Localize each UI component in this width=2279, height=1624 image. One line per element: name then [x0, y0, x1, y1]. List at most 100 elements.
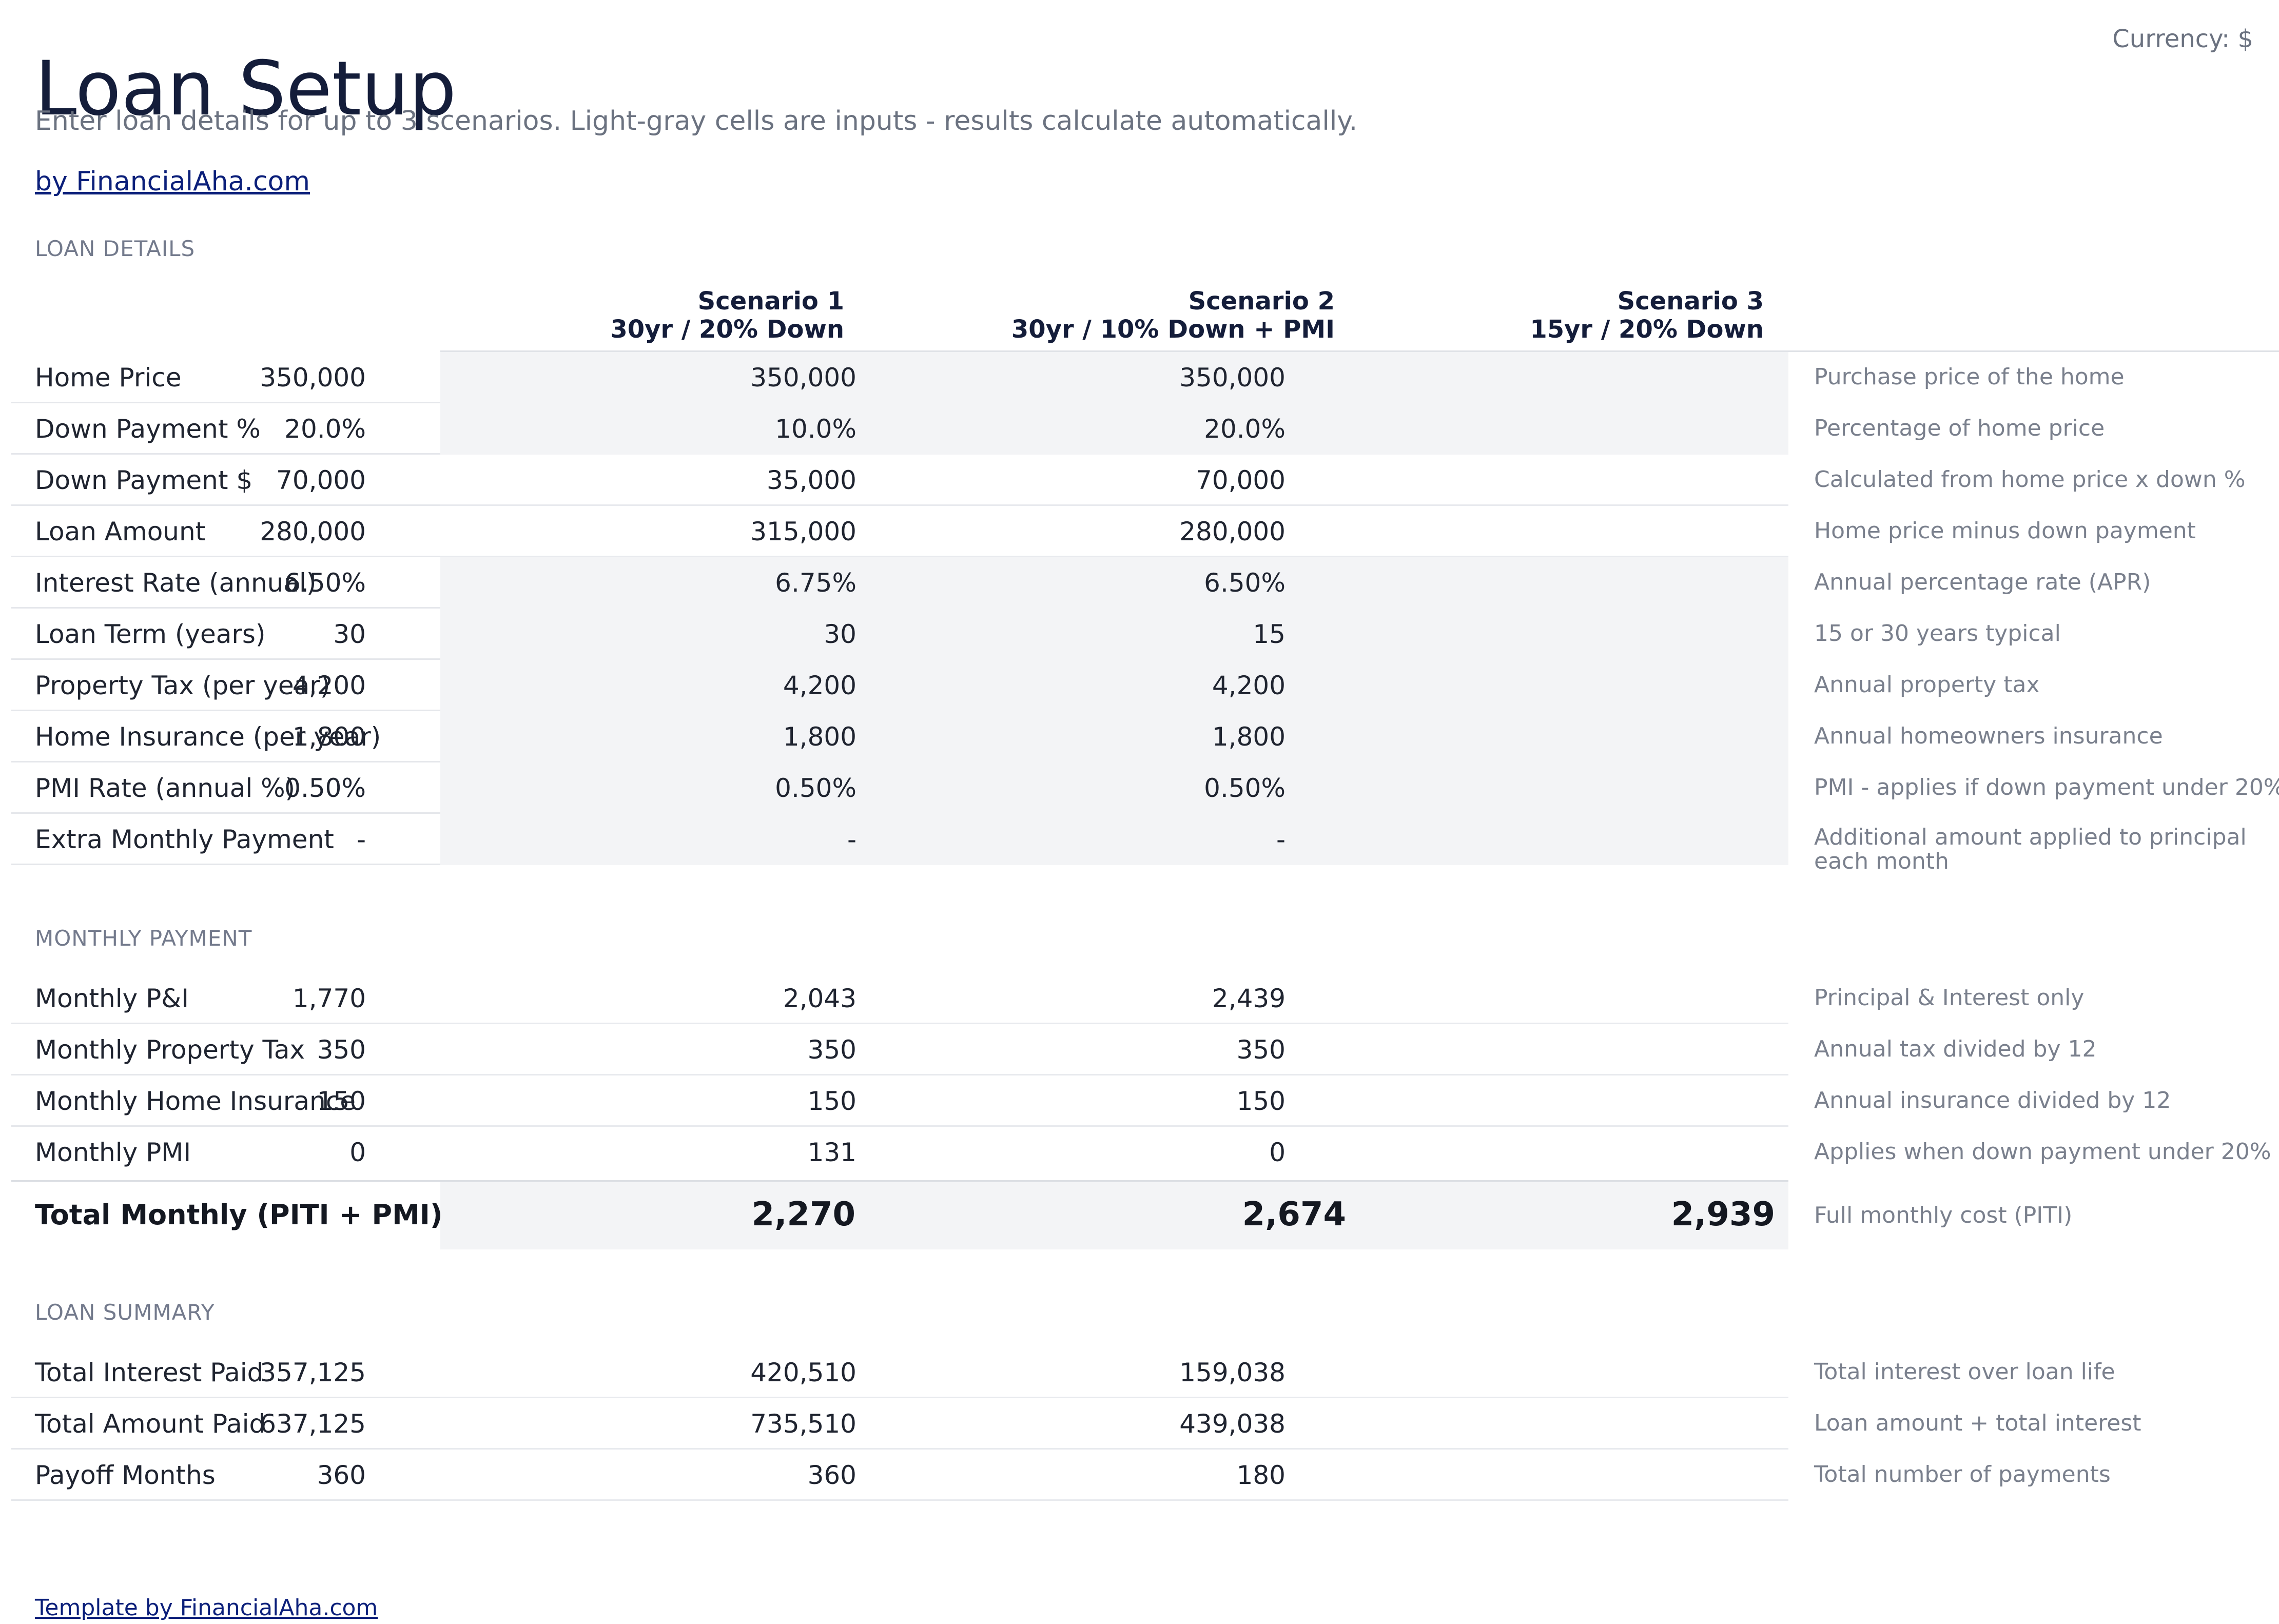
input-cells-bg: [440, 762, 1788, 814]
row-label-cell: [11, 973, 440, 1024]
row-label-cell: [11, 814, 440, 865]
total-interest-scenario-3: 159,038: [1179, 1358, 1285, 1387]
table-row: Total Amount Paid 637,125 735,510 439,03…: [11, 1398, 1788, 1450]
scenario-3-desc: 15yr / 20% Down: [1530, 315, 1764, 344]
total-monthly-label: Total Monthly (PITI + PMI): [35, 1199, 443, 1231]
property-tax-scenario-3-input[interactable]: 4,200: [1212, 671, 1285, 700]
pmi-rate-scenario-3-input[interactable]: 0.50%: [1204, 773, 1285, 803]
row-label-cell: [11, 403, 440, 455]
row-note: PMI - applies if down payment under 20%: [1814, 774, 2279, 800]
row-label-cell: [11, 609, 440, 660]
row-label-cell: [11, 1075, 440, 1127]
down-payment-pct-scenario-2-input[interactable]: 10.0%: [775, 414, 856, 444]
table-row: Down Payment $ 70,000 35,000 70,000: [11, 455, 1788, 506]
page-subtitle: Enter loan details for up to 3 scenarios…: [35, 106, 1358, 136]
currency-indicator: Currency: $: [2112, 25, 2253, 53]
down-payment-pct-scenario-1-input[interactable]: 20.0%: [284, 414, 366, 444]
down-payment-pct-scenario-3-input[interactable]: 20.0%: [1204, 414, 1285, 444]
monthly-pmi-scenario-3: 0: [1269, 1138, 1285, 1167]
table-row: Monthly PMI 0 131 0: [11, 1127, 1788, 1178]
pmi-rate-scenario-1-input[interactable]: 0.50%: [284, 773, 366, 803]
pmi-rate-scenario-2-input[interactable]: 0.50%: [775, 773, 856, 803]
row-note: 15 or 30 years typical: [1814, 620, 2061, 647]
row-divider: [440, 1448, 1788, 1450]
down-payment-amt-scenario-2: 35,000: [767, 465, 856, 495]
row-divider: [440, 1397, 1788, 1398]
table-row: Monthly P&I 1,770 2,043 2,439: [11, 973, 1788, 1024]
header-divider: [440, 350, 2279, 352]
interest-rate-scenario-3-input[interactable]: 6.50%: [1204, 568, 1285, 598]
row-label-cell: [11, 660, 440, 711]
home-price-scenario-2-input[interactable]: 350,000: [750, 363, 856, 393]
row-note: Annual insurance divided by 12: [1814, 1087, 2171, 1113]
payoff-months-scenario-1: 360: [317, 1460, 366, 1490]
table-row: Extra Monthly Payment - - -: [11, 814, 1788, 865]
row-note: Total number of payments: [1814, 1461, 2111, 1488]
total-paid-scenario-1: 637,125: [260, 1409, 366, 1439]
monthly-pmi-scenario-2: 131: [807, 1138, 856, 1167]
row-note: Total interest over loan life: [1814, 1359, 2115, 1385]
row-label: Monthly PMI: [35, 1138, 191, 1167]
table-row: Monthly Property Tax 350 350 350: [11, 1024, 1788, 1075]
property-tax-scenario-2-input[interactable]: 4,200: [783, 671, 856, 700]
table-row: Payoff Months 360 360 180: [11, 1450, 1788, 1501]
home-price-scenario-3-input[interactable]: 350,000: [1179, 363, 1285, 393]
row-note: Annual homeowners insurance: [1814, 723, 2163, 749]
row-label-cell: [11, 352, 440, 403]
interest-rate-scenario-2-input[interactable]: 6.75%: [775, 568, 856, 598]
extra-payment-scenario-3-input[interactable]: -: [1276, 825, 1285, 854]
scenario-3-name: Scenario 3: [1617, 287, 1764, 316]
total-monthly-scenario-2: 2,674: [1242, 1196, 1346, 1234]
extra-payment-scenario-2-input[interactable]: -: [847, 825, 856, 854]
row-label: Loan Amount: [35, 517, 206, 546]
monthly-tax-scenario-3: 350: [1236, 1035, 1285, 1065]
row-label: Down Payment $: [35, 465, 253, 495]
property-tax-scenario-1-input[interactable]: 4,200: [292, 671, 366, 700]
total-paid-scenario-2: 735,510: [750, 1409, 856, 1439]
row-note: Percentage of home price: [1814, 415, 2105, 441]
loan-amount-scenario-3: 280,000: [1179, 517, 1285, 546]
page-title: Loan Setup: [35, 45, 457, 132]
home-price-scenario-1-input[interactable]: 350,000: [260, 363, 366, 393]
row-label: Home Price: [35, 363, 182, 393]
row-divider: [440, 1023, 1788, 1024]
monthly-tax-scenario-1: 350: [317, 1035, 366, 1065]
row-note: Annual percentage rate (APR): [1814, 569, 2151, 595]
row-divider: [440, 556, 1788, 557]
section-label-monthly-payment: MONTHLY PAYMENT: [35, 926, 252, 951]
interest-rate-scenario-1-input[interactable]: 6.50%: [284, 568, 366, 598]
row-label-cell: [11, 1347, 440, 1398]
input-cells-bg: [440, 557, 1788, 609]
scenario-1-desc: 30yr / 20% Down: [610, 315, 844, 344]
row-note: Calculated from home price x down %: [1814, 466, 2246, 493]
monthly-insurance-scenario-1: 150: [317, 1086, 366, 1116]
row-label: PMI Rate (annual %): [35, 773, 296, 803]
row-note: Home price minus down payment: [1814, 518, 2196, 544]
row-label: Monthly P&I: [35, 984, 189, 1013]
input-cells-bg: [440, 814, 1788, 865]
row-label: Loan Term (years): [35, 619, 266, 649]
row-label: Extra Monthly Payment: [35, 825, 334, 854]
row-divider: [440, 1074, 1788, 1075]
home-insurance-scenario-3-input[interactable]: 1,800: [1212, 722, 1285, 752]
byline-link[interactable]: by FinancialAha.com: [35, 166, 310, 197]
row-divider: [440, 1125, 1788, 1127]
input-cells-bg: [440, 660, 1788, 711]
loan-term-scenario-3-input[interactable]: 15: [1253, 619, 1285, 649]
home-insurance-scenario-1-input[interactable]: 1,800: [292, 722, 366, 752]
loan-term-scenario-1-input[interactable]: 30: [333, 619, 366, 649]
monthly-pmi-scenario-1: 0: [349, 1138, 366, 1167]
total-paid-scenario-3: 439,038: [1179, 1409, 1285, 1439]
loan-term-scenario-2-input[interactable]: 30: [824, 619, 856, 649]
home-insurance-scenario-2-input[interactable]: 1,800: [783, 722, 856, 752]
row-label-cell: [11, 711, 440, 762]
footer-template-link[interactable]: Template by FinancialAha.com: [35, 1595, 378, 1621]
extra-payment-scenario-1-input[interactable]: -: [356, 825, 366, 854]
section-label-loan-summary: LOAN SUMMARY: [35, 1300, 215, 1325]
input-cells-bg: [440, 352, 1788, 403]
row-divider: [440, 504, 1788, 506]
total-monthly-row: Total Monthly (PITI + PMI) 2,270 2,674 2…: [11, 1180, 1788, 1249]
row-label-cell: [11, 506, 440, 557]
down-payment-amt-scenario-3: 70,000: [1196, 465, 1285, 495]
row-label: Property Tax (per year): [35, 671, 330, 700]
